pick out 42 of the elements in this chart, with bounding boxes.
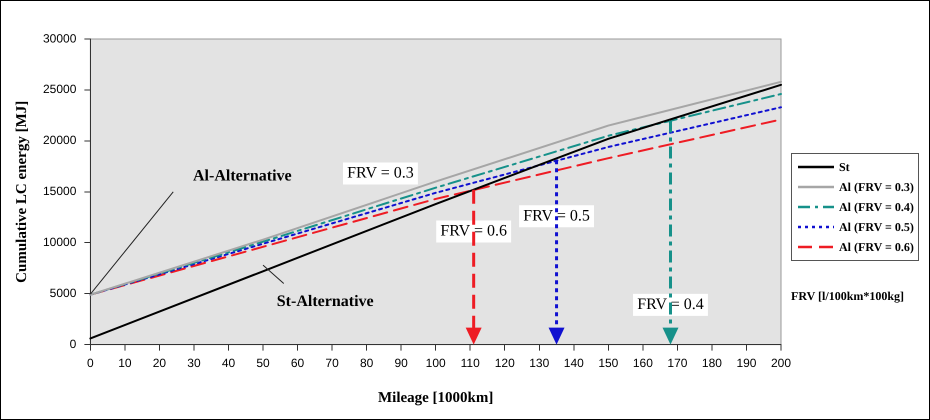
x-tick-label: 110 [460,356,480,370]
y-tick-label: 15000 [42,184,77,198]
x-tick-label: 30 [187,356,201,370]
y-axis-title: Cumulative LC energy [MJ] [14,100,30,283]
x-tick-label: 0 [87,356,94,370]
x-tick-label: 40 [222,356,236,370]
x-tick-label: 10 [118,356,132,370]
x-tick-label: 100 [426,356,446,370]
y-tick-label: 10000 [42,235,77,250]
legend-label: Al (FRV = 0.6) [839,240,914,254]
y-tick-label: 20000 [42,133,77,148]
x-tick-label: 150 [598,356,619,370]
y-tick-label: 0 [70,336,77,351]
annotation: FRV = 0.3 [347,164,414,182]
legend-label: Al (FRV = 0.5) [839,220,914,234]
legend-label: Al (FRV = 0.3) [839,180,914,194]
annotation: FRV = 0.5 [523,207,590,224]
x-tick-label: 80 [360,356,374,370]
x-tick-label: 60 [290,356,305,370]
x-tick-label: 160 [632,356,654,370]
legend-label: St [839,160,850,174]
x-tick-label: 20 [152,356,166,370]
x-tick-label: 120 [494,356,516,370]
x-tick-label: 70 [325,356,340,370]
legend-label: Al (FRV = 0.4) [839,200,914,214]
x-tick-label: 140 [564,356,584,370]
x-tick-label: 50 [256,356,270,370]
x-tick-label: 190 [736,356,757,370]
x-tick-label: 180 [702,356,722,370]
annotation: FRV = 0.6 [440,222,507,240]
annotation: St-Alternative [276,292,374,310]
annotation: Al-Alternative [192,168,292,185]
x-tick-label: 200 [770,356,792,370]
x-tick-label: 90 [394,356,408,370]
x-tick-label: 170 [667,356,688,370]
y-tick-label: 25000 [42,82,77,96]
x-axis-title: Mileage [1000km] [378,390,494,406]
y-tick-label: 30000 [42,31,77,46]
legend-title: FRV [l/100km*100kg] [791,289,904,304]
x-tick-label: 130 [529,356,550,370]
annotation: FRV = 0.4 [637,296,704,314]
y-tick-label: 5000 [50,286,77,300]
